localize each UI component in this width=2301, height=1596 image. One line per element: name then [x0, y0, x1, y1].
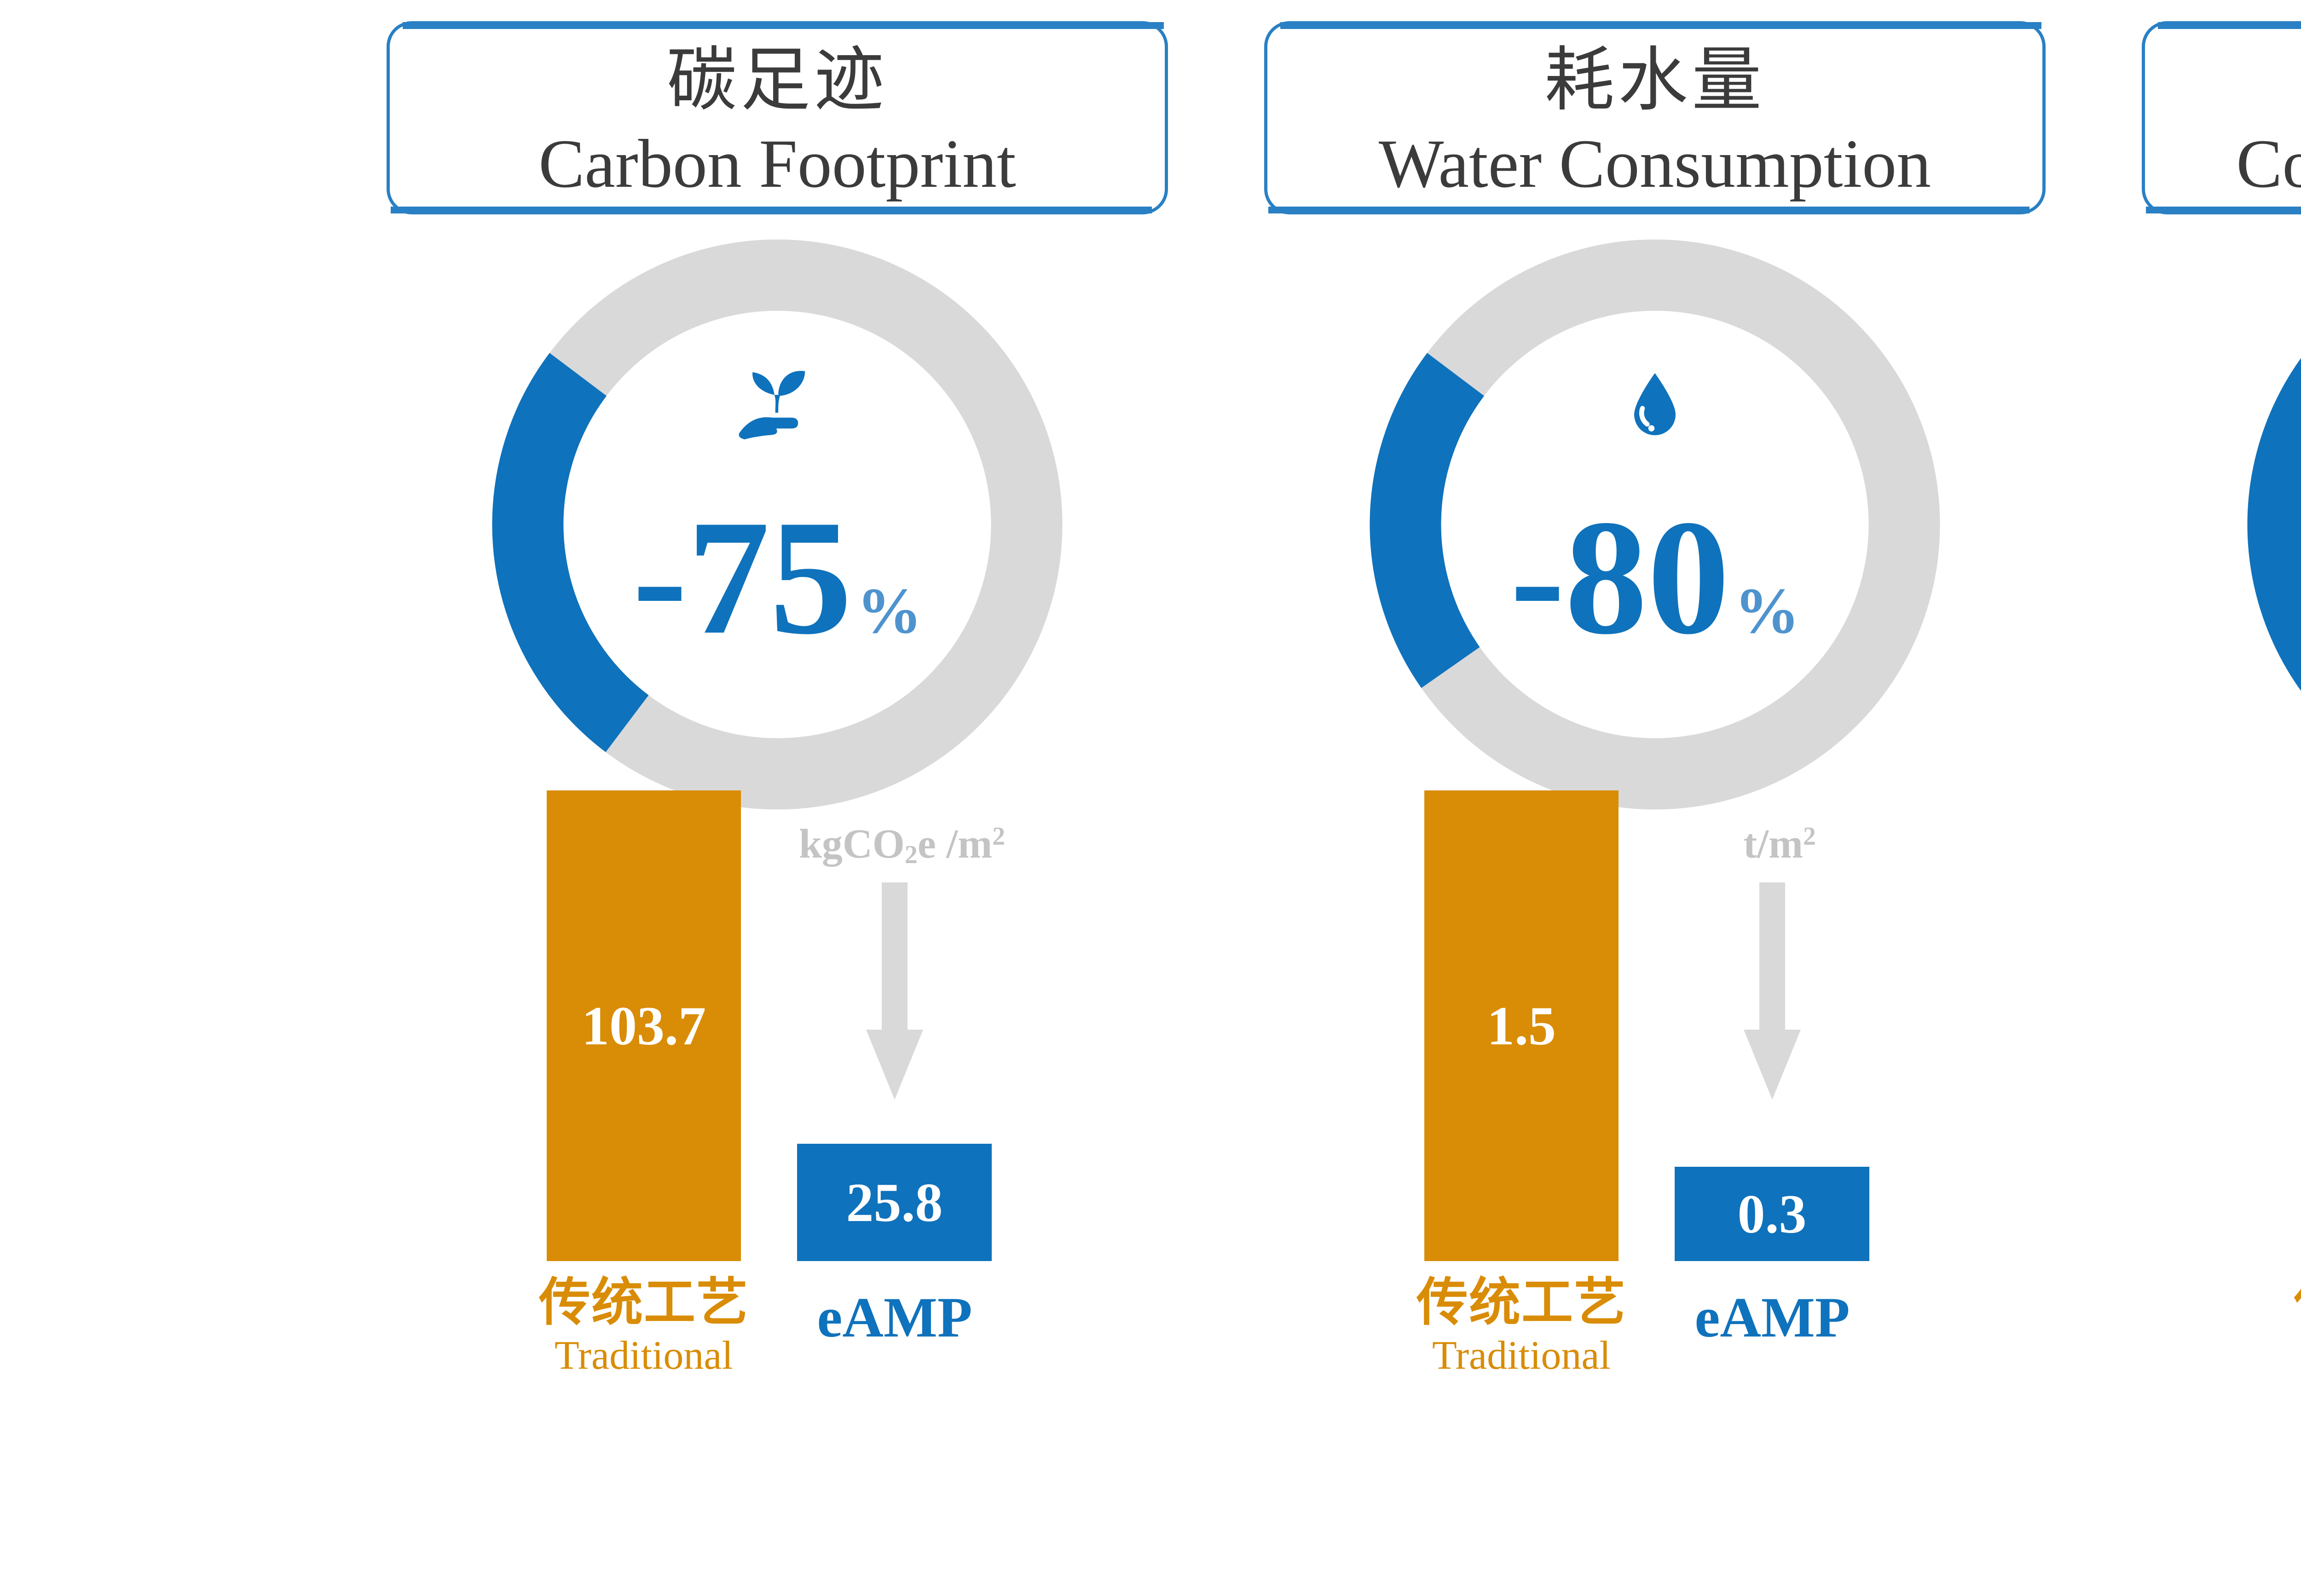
traditional-label: 传统工艺 Traditional	[2261, 1277, 2301, 1376]
panel-copper-consumption: 铜损耗 Copper Consumption -70% g/m2	[2142, 21, 2301, 1493]
donut-gauge: -75%	[492, 239, 1063, 810]
percent-sign: %	[1734, 574, 1800, 647]
title-box-bottom-accent	[391, 207, 1152, 213]
donut-percent: -70%	[2247, 495, 2301, 660]
donut-ring	[492, 239, 1063, 810]
title-box-top-accent	[1280, 22, 2041, 29]
eamp-bar-value: 25.8	[846, 1171, 943, 1233]
panel-title-zh: 铜损耗	[2145, 36, 2301, 124]
traditional-bar: 1.5	[1424, 790, 1619, 1261]
traditional-label-zh: 传统工艺	[539, 1273, 749, 1331]
unit-part: /m	[1757, 821, 1804, 867]
title-box-top-accent	[403, 22, 1164, 29]
traditional-bar-value: 103.7	[582, 995, 706, 1056]
eamp-label: eAMP	[817, 1286, 972, 1349]
traditional-label: 传统工艺 Traditional	[1383, 1277, 1659, 1376]
panel-title-en: Water Consumption	[1378, 126, 1931, 202]
panel-title-box: 铜损耗 Copper Consumption	[2142, 21, 2301, 214]
unit-part: kgCO	[798, 821, 905, 867]
percent-sign: %	[856, 574, 922, 647]
plant-in-hand-icon	[492, 353, 1063, 452]
donut-percent: -80%	[1370, 495, 1940, 660]
unit-subscript: 2	[904, 841, 918, 870]
decrease-arrow-icon	[866, 882, 923, 1100]
eamp-label: eAMP	[1694, 1286, 1850, 1349]
panel-title-en: Copper Consumption	[2236, 126, 2301, 202]
unit-part: e /m	[917, 821, 993, 867]
traditional-label-en: Traditional	[1432, 1333, 1611, 1378]
panel-title-zh: 碳足迹	[667, 41, 888, 119]
panel-water-consumption: 耗水量 Water Consumption -80% t/m2	[1264, 21, 2046, 1493]
unit-superscript: 2	[992, 822, 1006, 851]
donut-gauge: -80%	[1370, 239, 1940, 810]
donut-percent: -75%	[492, 495, 1063, 660]
eamp-bar: 25.8	[797, 1144, 992, 1261]
decrease-arrow-icon	[1744, 882, 1801, 1100]
water-drop-icon	[1370, 353, 1940, 454]
donut-ring	[2247, 358, 2301, 691]
panels-row: 碳足迹 Carbon Footprint -75% kgCO2e /m2	[387, 21, 2301, 1493]
eamp-bar-value: 0.3	[1737, 1183, 1807, 1245]
traditional-label-zh: 传统工艺	[2261, 1277, 2301, 1328]
percent-value: -75	[632, 486, 852, 668]
traditional-label: 传统工艺 Traditional	[506, 1277, 782, 1376]
donut-gauge: -70%	[2247, 239, 2301, 810]
title-box-bottom-accent	[1268, 207, 2029, 213]
eamp-bar: 0.3	[1675, 1167, 1869, 1261]
title-box-bottom-accent	[2146, 207, 2301, 213]
percent-value: -80	[1510, 486, 1730, 668]
panel-title-zh: 耗水量	[1544, 41, 1765, 119]
unit-part: t	[1743, 821, 1758, 867]
donut-ring	[1370, 239, 1940, 810]
copper-hexagons-icon	[2247, 353, 2301, 457]
traditional-bar-value: 1.5	[1487, 995, 1556, 1056]
panel-title-box: 碳足迹 Carbon Footprint	[387, 21, 1168, 214]
traditional-label-en: Traditional	[555, 1333, 733, 1378]
traditional-bar: 103.7	[547, 790, 741, 1261]
unit-label: kgCO2e /m2	[672, 821, 1132, 868]
panel-title-en: Carbon Footprint	[538, 126, 1016, 202]
traditional-label-en: Traditional	[2261, 1336, 2301, 1376]
title-box-top-accent	[2158, 22, 2301, 29]
unit-label: t/m2	[1549, 824, 2010, 865]
traditional-label-zh: 传统工艺	[1416, 1273, 1626, 1331]
panel-title-box: 耗水量 Water Consumption	[1264, 21, 2046, 214]
unit-superscript: 2	[1803, 822, 1816, 851]
panel-carbon-footprint: 碳足迹 Carbon Footprint -75% kgCO2e /m2	[387, 21, 1168, 1493]
